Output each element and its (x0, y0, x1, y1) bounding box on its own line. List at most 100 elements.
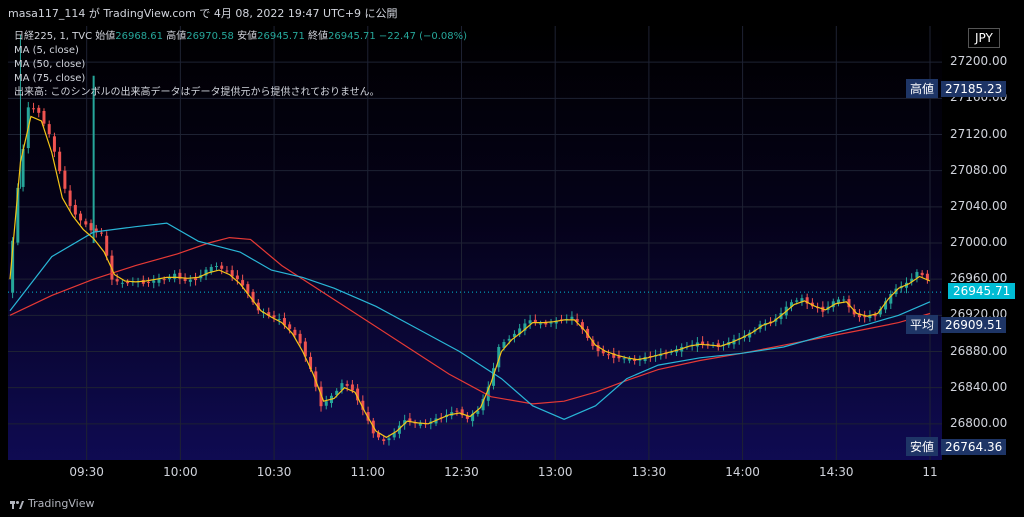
candle-body (842, 299, 846, 301)
last-price-tag: 26945.71 (948, 283, 1016, 299)
candle-body (518, 328, 522, 335)
candle-body (267, 312, 271, 316)
candle-body (73, 205, 77, 215)
high-label: 高値 (166, 31, 187, 42)
candle-body (52, 136, 56, 152)
ohlc-row: 日経225, 1, TVC 始値26968.61 高値26970.58 安値26… (14, 30, 467, 44)
candle-body (852, 309, 856, 315)
candle-body (915, 271, 919, 278)
candle-body (596, 345, 600, 352)
ma50-legend[interactable]: MA (50, close) (14, 59, 86, 70)
candle-body (533, 319, 537, 323)
price-scale[interactable]: 27200.00 27160.00 27120.00 27080.00 27040.00… (942, 26, 1024, 460)
low-tag-value: 26764.36 (941, 439, 1007, 455)
candle-body (612, 353, 616, 358)
candle-body (251, 291, 255, 303)
candle-body (403, 420, 407, 425)
candle-body (204, 269, 208, 276)
time-tick-label: 10:00 (163, 465, 198, 479)
candle-body (241, 280, 245, 286)
time-tick-label: 11 (922, 465, 938, 479)
candle-body (847, 299, 851, 308)
candle-body (925, 273, 929, 281)
publish-info: masa117_114 が TradingView.com で 4月 08, 2… (8, 7, 398, 20)
candle-body (502, 342, 506, 348)
currency-button[interactable]: JPY (968, 28, 1000, 48)
candle-body (63, 170, 67, 189)
candle-body (194, 278, 198, 281)
footer: TradingView (0, 490, 1024, 517)
candle-body (120, 282, 124, 284)
candle-body (272, 315, 276, 318)
candle-body (235, 275, 239, 280)
candle-body (126, 281, 130, 284)
change-value: −22.47 (−0.08%) (378, 31, 468, 42)
candle-body (476, 410, 480, 414)
price-tick-label: 26800.00 (950, 415, 1008, 430)
candle-body (716, 343, 720, 347)
candle-body (591, 339, 595, 347)
average-price-tag: 平均 26909.51 (906, 315, 1007, 334)
symbol-label[interactable]: 日経225, 1, TVC (14, 31, 93, 42)
brand-text: TradingView (28, 497, 95, 510)
candle-body (167, 276, 171, 280)
candle-body (805, 297, 809, 304)
candle-body (314, 371, 318, 387)
high-price-tag: 高値 27185.23 (906, 79, 1007, 98)
price-plot[interactable] (8, 26, 942, 460)
candle-body (481, 398, 485, 411)
close-label: 終値 (308, 31, 329, 42)
candle-body (361, 400, 365, 410)
price-tick-label: 27120.00 (950, 126, 1008, 141)
price-tick-label: 27200.00 (950, 54, 1008, 69)
time-tick-label: 13:30 (631, 465, 667, 479)
candle-body (570, 316, 574, 320)
candle-body (147, 281, 151, 283)
candle-body (857, 313, 861, 318)
candle-body (512, 333, 516, 338)
low-tag-label: 安値 (906, 437, 939, 456)
candle-body (21, 148, 25, 187)
tradingview-logo[interactable]: TradingView (10, 497, 94, 510)
candle-body (246, 284, 250, 294)
chart-pane[interactable]: 日経225, 1, TVC 始値26968.61 高値26970.58 安値26… (8, 26, 942, 460)
price-tick-label: 27040.00 (950, 198, 1008, 213)
candle-body (795, 300, 799, 302)
candle-body (863, 316, 867, 318)
candle-body (889, 294, 893, 304)
candle-body (32, 108, 36, 110)
time-tick-label: 14:30 (818, 465, 854, 479)
candle-body (340, 383, 344, 390)
low-label: 安値 (237, 31, 258, 42)
candle-body (89, 223, 93, 231)
candle-body (706, 343, 710, 345)
time-axis[interactable]: 809:3010:0010:3011:0012:3013:0013:3014:0… (8, 460, 942, 490)
candle-body (16, 187, 20, 243)
candle-body (607, 354, 611, 356)
candle-body (528, 320, 532, 324)
ma75-legend[interactable]: MA (75, close) (14, 73, 86, 84)
time-tick-label: 12:30 (444, 465, 479, 479)
legend: 日経225, 1, TVC 始値26968.61 高値26970.58 安値26… (14, 30, 467, 100)
candle-body (800, 298, 804, 303)
candle-body (884, 301, 888, 310)
ma50-line (9, 222, 931, 420)
price-tick-label: 26880.00 (950, 343, 1008, 358)
publish-header: masa117_114 が TradingView.com で 4月 08, 2… (0, 0, 1024, 26)
candle-body (465, 415, 469, 419)
candle-body (214, 266, 218, 268)
high-tag-value: 27185.23 (941, 81, 1007, 97)
candle-body (397, 425, 401, 434)
candle-body (638, 359, 642, 361)
candle-body (523, 323, 527, 331)
candle-body (94, 228, 98, 233)
candle-body (418, 422, 422, 426)
open-value: 26968.61 (115, 31, 164, 42)
price-tick-label: 26840.00 (950, 379, 1008, 394)
candle-body (392, 432, 396, 438)
price-tick-label: 27080.00 (950, 162, 1008, 177)
ma5-legend[interactable]: MA (5, close) (14, 45, 79, 56)
candle-body (837, 299, 841, 304)
candle-body (878, 309, 882, 315)
